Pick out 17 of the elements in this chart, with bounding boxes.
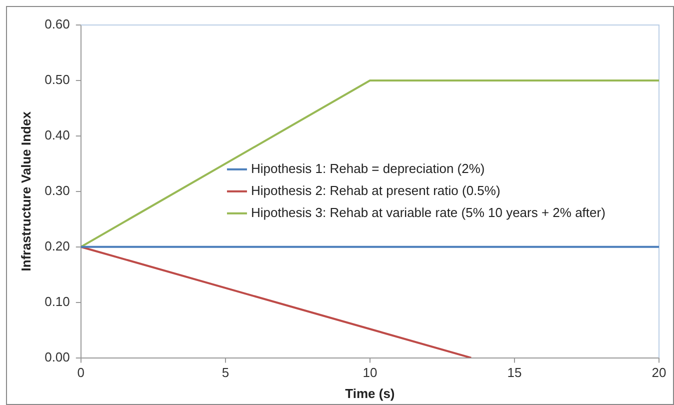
- x-tick-label: 0: [77, 365, 85, 380]
- x-tick-label: 15: [507, 365, 522, 380]
- y-tick-label: 0.20: [44, 238, 70, 254]
- legend-label: Hipothesis 2: Rehab at present ratio (0.5%): [250, 182, 500, 198]
- y-tick-label: 0.50: [44, 72, 70, 88]
- legend-label: Hipothesis 1: Rehab = depreciation (2%): [250, 160, 485, 176]
- x-tick-label: 10: [362, 365, 378, 380]
- y-tick-label: 0.60: [44, 16, 70, 32]
- y-tick-label: 0.30: [44, 182, 70, 198]
- y-axis-title: Infrastructure Value Index: [18, 110, 34, 272]
- y-tick-label: 0.10: [44, 294, 70, 309]
- x-tick-label: 5: [222, 365, 230, 380]
- x-tick-label: 20: [652, 365, 666, 380]
- y-tick-label: 0.00: [44, 349, 70, 364]
- legend-label: Hipothesis 3: Rehab at variable rate (5% 10 years + 2% after): [250, 204, 606, 220]
- x-axis-title: Time (s): [345, 386, 395, 401]
- y-tick-label: 0.40: [44, 128, 70, 143]
